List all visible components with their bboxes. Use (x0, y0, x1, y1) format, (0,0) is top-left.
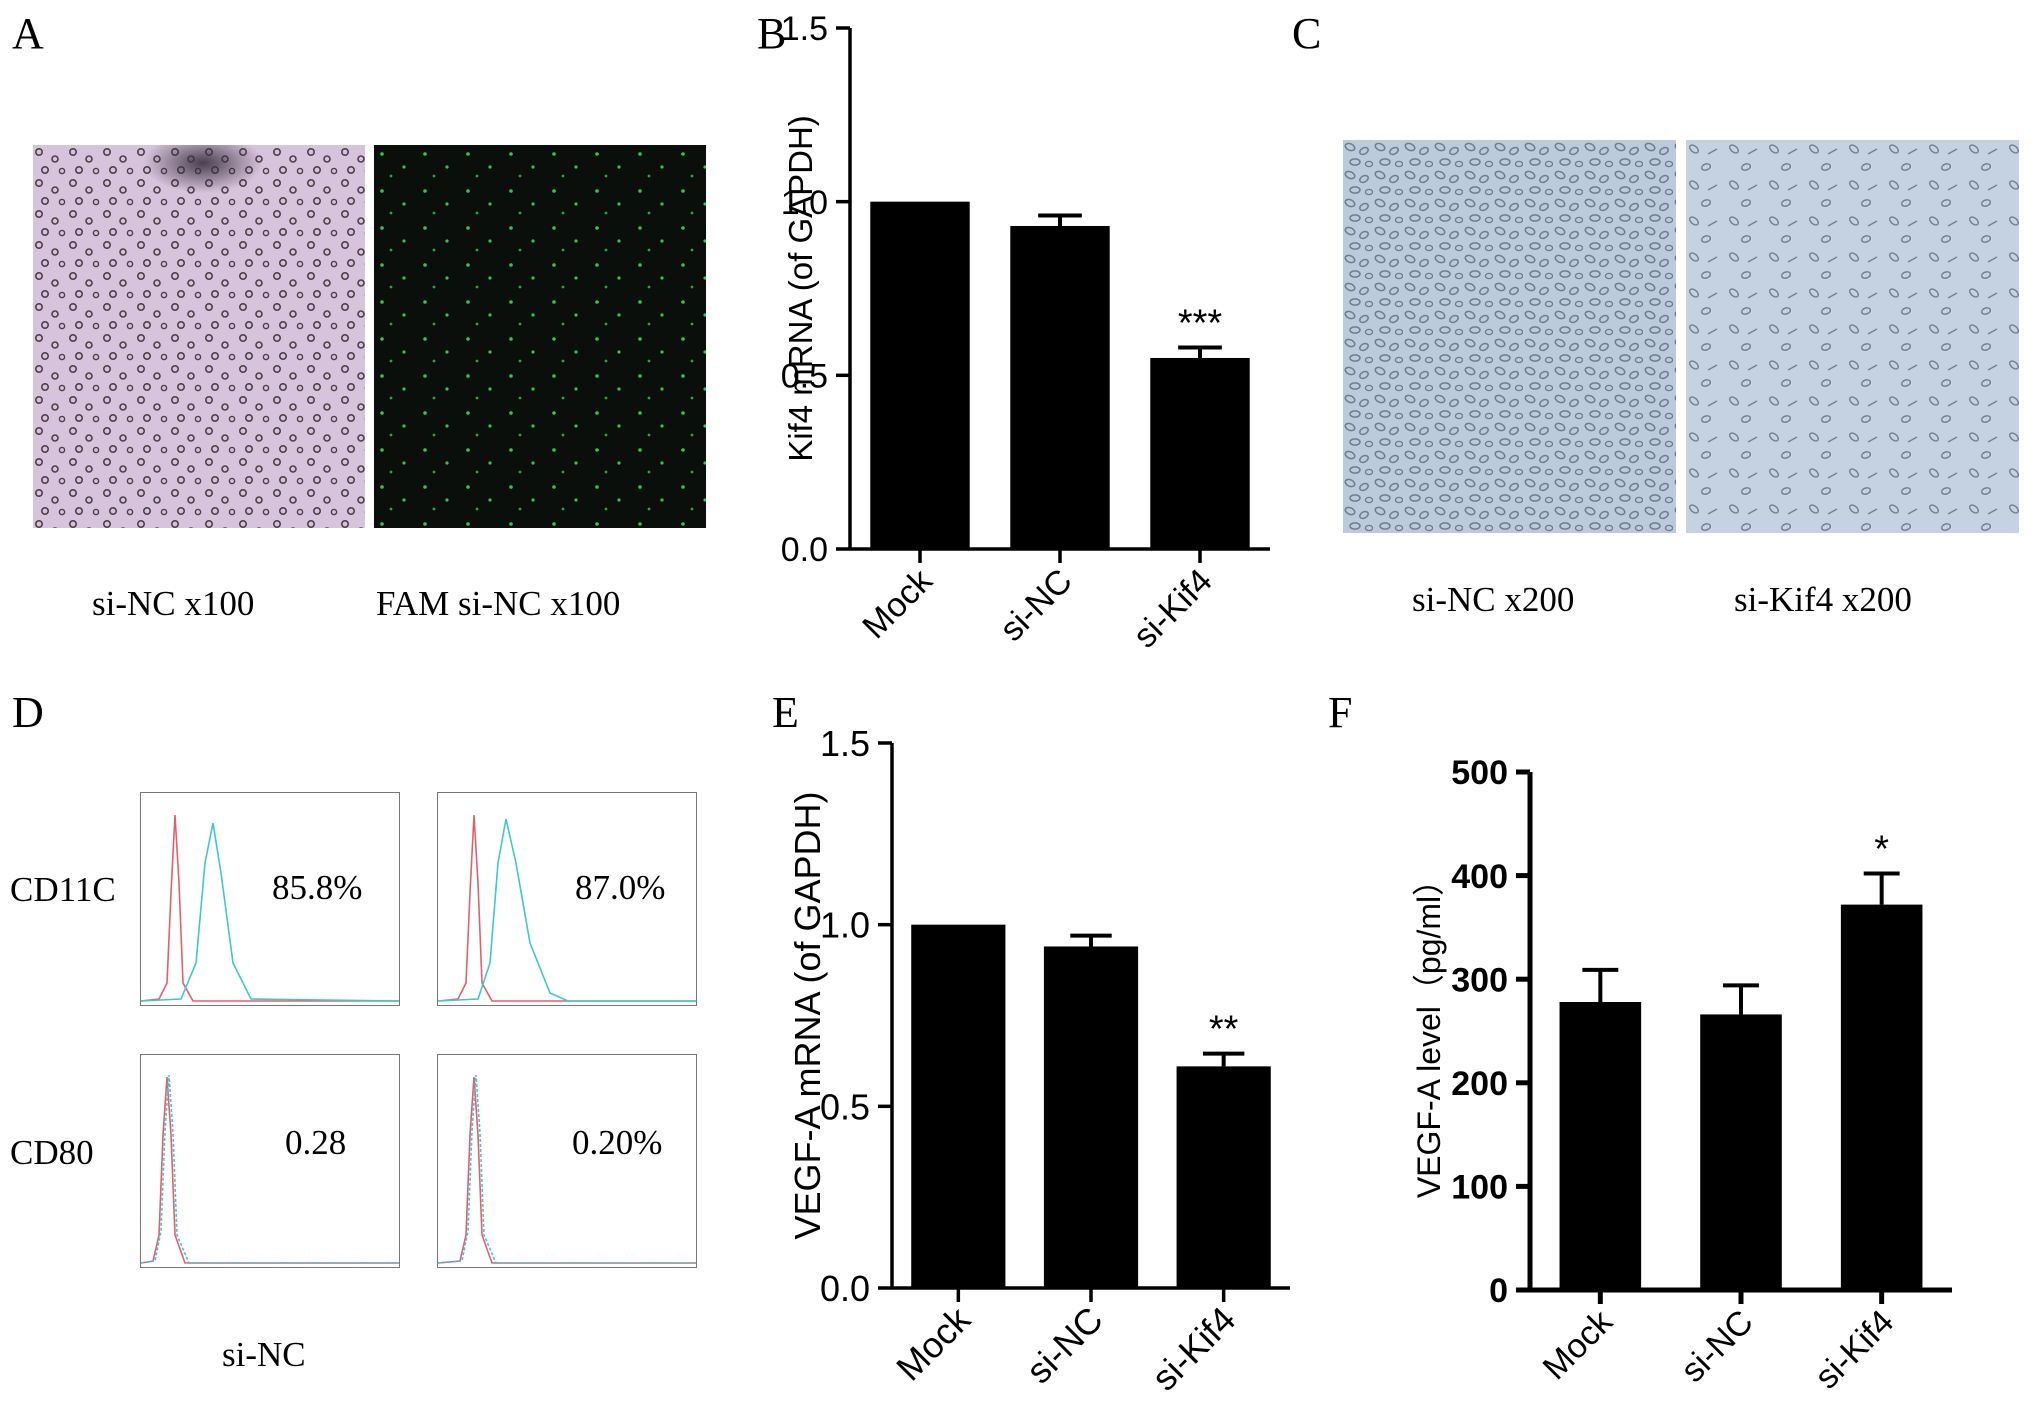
y-tick-label: 200 (1451, 1065, 1508, 1103)
panel-c-caption-2: si-Kif4 x200 (1734, 580, 1912, 619)
row-label-cd80: CD80 (10, 1133, 94, 1172)
y-axis-label: VEGF-A level（pg/ml） (1411, 864, 1447, 1198)
bar (1700, 1014, 1782, 1290)
panel-b-letter: B (757, 9, 787, 58)
y-tick-label: 100 (1451, 1169, 1508, 1207)
y-tick-label: 400 (1451, 858, 1508, 896)
panel-d-caption: si-NC (222, 1335, 306, 1374)
panel-a-letter: A (12, 9, 44, 58)
stain-curve (140, 822, 400, 1002)
control-curve (437, 814, 696, 1002)
control-curve (140, 1076, 399, 1264)
panel-c-letter: C (1292, 9, 1322, 58)
flow-histogram-cd11c-2 (437, 792, 697, 1006)
bar (911, 924, 1006, 1288)
bar (1176, 1066, 1271, 1288)
x-tick-label: si-NC (993, 562, 1080, 649)
x-tick-label: Mock (855, 561, 940, 646)
significance-label: * (1874, 829, 1889, 871)
x-tick-label: si-Kif4 (1144, 1299, 1244, 1399)
panel-d-letter: D (12, 688, 44, 737)
panel-f-letter: F (1328, 688, 1353, 737)
bar (1559, 1001, 1642, 1290)
flow-histogram-cd80-1 (140, 1054, 400, 1268)
x-tick-label: Mock (1536, 1302, 1621, 1387)
si-nc-micrograph (1343, 140, 1676, 533)
si-kif4-micrograph (1686, 140, 2019, 533)
significance-label: ** (1209, 1009, 1239, 1051)
y-tick-label: 0.0 (820, 1268, 870, 1309)
x-tick-label: si-NC (1674, 1303, 1761, 1390)
y-tick-label: 1.5 (820, 723, 870, 764)
stain-curve (140, 1074, 399, 1264)
y-tick-label: 500 (1451, 754, 1508, 792)
panel-b-chart: 0.0 0.5 1.0 1.5 Kif4 mRNA (of GAPDH) Mock si-N… (781, 10, 1270, 656)
y-tick-label: 1.5 (781, 10, 828, 48)
y-tick-label: 0.0 (781, 531, 828, 569)
y-tick-label: 300 (1451, 961, 1508, 999)
fam-fluorescence-micrograph (374, 145, 706, 528)
flow-value-cd11c-2: 87.0% (575, 868, 666, 907)
y-tick-label: 0 (1489, 1272, 1508, 1310)
y-tick-label: 1.0 (781, 184, 828, 222)
control-curve (140, 814, 399, 1002)
y-tick-label: 0.5 (781, 358, 828, 396)
y-axis-label: VEGF-A mRNA (of GAPDH) (787, 791, 828, 1239)
x-tick-label: si-NC (1018, 1299, 1111, 1392)
bar (1043, 946, 1139, 1288)
stain-curve (437, 818, 696, 1002)
bar (1010, 225, 1110, 550)
y-tick-label: 0.5 (820, 1086, 870, 1127)
panel-e-letter: E (772, 688, 799, 737)
stain-curve (437, 1074, 696, 1264)
x-tick-label: Mock (888, 1298, 979, 1389)
panel-a-caption-2: FAM si-NC x100 (376, 584, 621, 623)
significance-label: *** (1178, 303, 1223, 345)
control-curve (437, 1076, 696, 1264)
y-axis-label: Kif4 mRNA (of GAPDH) (782, 115, 819, 462)
bar (870, 201, 970, 549)
bar (1150, 357, 1250, 549)
x-tick-label: si-Kif4 (1126, 562, 1220, 656)
flow-value-cd80-2: 0.20% (572, 1123, 663, 1162)
flow-histogram-cd80-2 (437, 1054, 697, 1268)
y-tick-label: 1.0 (820, 905, 870, 946)
bar (1840, 904, 1923, 1290)
panel-c-caption-1: si-NC x200 (1412, 580, 1575, 619)
flow-value-cd80-1: 0.28 (285, 1123, 347, 1162)
row-label-cd11c: CD11C (10, 870, 116, 909)
flow-value-cd11c-1: 85.8% (272, 868, 363, 907)
brightfield-micrograph (33, 133, 365, 528)
flow-histogram-cd11c-1 (140, 792, 400, 1006)
x-tick-label: si-Kif4 (1808, 1303, 1902, 1397)
panel-a-caption-1: si-NC x100 (92, 584, 255, 623)
